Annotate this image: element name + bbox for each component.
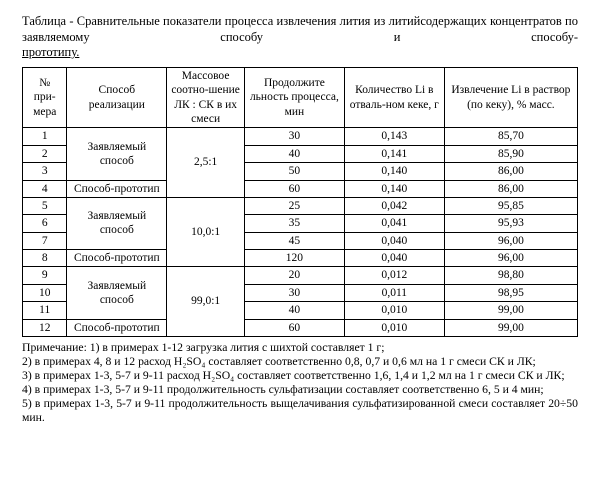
cell-value: 30 (244, 128, 344, 145)
col-example-no: № при-мера (23, 67, 67, 128)
cell-example-no: 4 (23, 180, 67, 197)
cell-value: 86,00 (444, 180, 577, 197)
table-header-row: № при-мера Способ реализации Массовое со… (23, 67, 578, 128)
cell-value: 98,80 (444, 267, 577, 284)
cell-example-no: 3 (23, 163, 67, 180)
cell-value: 0,010 (344, 319, 444, 336)
table-row: 5Заявляемый способ10,0:1250,04295,85 (23, 197, 578, 214)
cell-example-no: 1 (23, 128, 67, 145)
cell-value: 0,143 (344, 128, 444, 145)
col-li-amount: Количество Li в отваль-ном кеке, г (344, 67, 444, 128)
cell-value: 95,93 (444, 215, 577, 232)
cell-method-claimed: Заявляемый способ (67, 197, 167, 249)
cell-method-claimed: Заявляемый способ (67, 128, 167, 180)
col-ratio: Массовое соотно-шение ЛК : СК в их смеси (167, 67, 245, 128)
cell-value: 20 (244, 267, 344, 284)
note-line: 4) в примерах 1-3, 5-7 и 9-11 продолжите… (22, 383, 578, 397)
col-extraction: Извлечение Li в раствор (по кеку), % мас… (444, 67, 577, 128)
cell-value: 120 (244, 250, 344, 267)
table-caption: Таблица - Сравнительные показатели проце… (22, 14, 578, 61)
cell-method-proto: Способ-прототип (67, 180, 167, 197)
cell-example-no: 9 (23, 267, 67, 284)
cell-value: 50 (244, 163, 344, 180)
cell-value: 25 (244, 197, 344, 214)
cell-value: 96,00 (444, 232, 577, 249)
cell-value: 0,011 (344, 284, 444, 301)
cell-value: 40 (244, 302, 344, 319)
cell-value: 0,012 (344, 267, 444, 284)
cell-value: 0,140 (344, 163, 444, 180)
caption-line-2: прототипу. (22, 45, 578, 61)
cell-example-no: 5 (23, 197, 67, 214)
cell-value: 0,140 (344, 180, 444, 197)
cell-ratio: 99,0:1 (167, 267, 245, 337)
caption-line-1: Таблица - Сравнительные показатели проце… (22, 14, 578, 45)
note-line: Примечание: 1) в примерах 1-12 загрузка … (22, 341, 578, 355)
cell-value: 0,042 (344, 197, 444, 214)
cell-value: 99,00 (444, 319, 577, 336)
table-row: 4Способ-прототип 600,14086,00 (23, 180, 578, 197)
table-row: 1Заявляемый способ2,5:1300,14385,70 (23, 128, 578, 145)
table-row: 8Способ-прототип 1200,04096,00 (23, 250, 578, 267)
cell-value: 45 (244, 232, 344, 249)
cell-example-no: 7 (23, 232, 67, 249)
cell-value: 0,010 (344, 302, 444, 319)
cell-value: 0,040 (344, 250, 444, 267)
cell-method-proto: Способ-прототип (67, 319, 167, 336)
table-row: 9Заявляемый способ99,0:1200,01298,80 (23, 267, 578, 284)
table-row: 12Способ-прототип 600,01099,00 (23, 319, 578, 336)
cell-example-no: 8 (23, 250, 67, 267)
cell-example-no: 10 (23, 284, 67, 301)
cell-ratio: 10,0:1 (167, 197, 245, 267)
comparison-table: № при-мера Способ реализации Массовое со… (22, 67, 578, 337)
cell-value: 86,00 (444, 163, 577, 180)
note-line: 3) в примерах 1-3, 5-7 и 9-11 расход H₂S… (22, 369, 578, 383)
cell-example-no: 2 (23, 145, 67, 162)
note-line: 2) в примерах 4, 8 и 12 расход H₂SO₄ сос… (22, 355, 578, 369)
cell-example-no: 12 (23, 319, 67, 336)
cell-value: 0,041 (344, 215, 444, 232)
cell-example-no: 11 (23, 302, 67, 319)
cell-value: 95,85 (444, 197, 577, 214)
cell-value: 40 (244, 145, 344, 162)
cell-value: 85,90 (444, 145, 577, 162)
cell-value: 30 (244, 284, 344, 301)
cell-value: 35 (244, 215, 344, 232)
col-duration: Продолжите льность процесса, мин (244, 67, 344, 128)
col-method: Способ реализации (67, 67, 167, 128)
cell-value: 99,00 (444, 302, 577, 319)
cell-value: 0,040 (344, 232, 444, 249)
cell-value: 98,95 (444, 284, 577, 301)
cell-value: 60 (244, 319, 344, 336)
cell-example-no: 6 (23, 215, 67, 232)
cell-value: 60 (244, 180, 344, 197)
cell-method-proto: Способ-прототип (67, 250, 167, 267)
table-body: 1Заявляемый способ2,5:1300,14385,702400,… (23, 128, 578, 337)
cell-value: 0,141 (344, 145, 444, 162)
cell-value: 96,00 (444, 250, 577, 267)
cell-method-claimed: Заявляемый способ (67, 267, 167, 319)
cell-ratio: 2,5:1 (167, 128, 245, 198)
cell-value: 85,70 (444, 128, 577, 145)
note-line: 5) в примерах 1-3, 5-7 и 9-11 продолжите… (22, 397, 578, 425)
table-notes: Примечание: 1) в примерах 1-12 загрузка … (22, 341, 578, 425)
